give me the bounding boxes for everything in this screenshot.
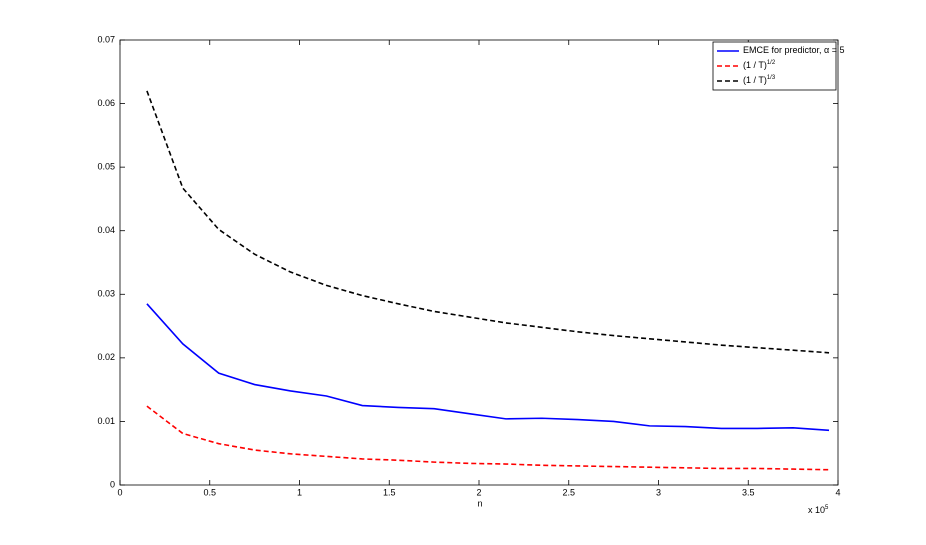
x-tick-label: 0.5 bbox=[203, 487, 216, 497]
legend-name: (1 / T) bbox=[743, 60, 767, 70]
x-multiplier-base: x 10 bbox=[808, 505, 825, 515]
plot-frame bbox=[119, 39, 839, 486]
x-tick-label: 2 bbox=[476, 487, 481, 497]
legend-label: (1 / T)1/3 bbox=[743, 75, 776, 86]
x-tick-label: 3.5 bbox=[742, 487, 755, 497]
y-tick-label: 0.06 bbox=[97, 98, 115, 108]
legend-name: (1 / T) bbox=[743, 75, 767, 85]
legend-superscript: 1/3 bbox=[767, 75, 776, 81]
y-tick-label: 0.05 bbox=[97, 162, 115, 172]
legend-label: (1 / T)1/2 bbox=[743, 60, 776, 71]
legend-label: EMCE for predictor, α = 5 bbox=[743, 45, 845, 55]
series-line bbox=[146, 405, 830, 471]
x-multiplier: x 105 bbox=[808, 505, 829, 516]
series-line bbox=[146, 90, 830, 354]
y-tick-label: 0.03 bbox=[97, 289, 115, 299]
x-tick-label: 3 bbox=[656, 487, 661, 497]
y-tick-label: 0 bbox=[110, 479, 115, 489]
y-tick-label: 0.04 bbox=[97, 225, 115, 235]
legend-name: EMCE for predictor, α = 5 bbox=[743, 45, 845, 55]
series-line bbox=[146, 303, 830, 432]
y-tick-label: 0.01 bbox=[97, 416, 115, 426]
x-axis-label: n bbox=[477, 498, 482, 508]
x-multiplier-exponent: 5 bbox=[825, 505, 829, 511]
x-tick-label: 4 bbox=[835, 487, 840, 497]
y-tick-label: 0.02 bbox=[97, 352, 115, 362]
x-tick-label: 2.5 bbox=[562, 487, 575, 497]
y-tick-label: 0.07 bbox=[97, 34, 115, 44]
x-tick-label: 1.5 bbox=[383, 487, 396, 497]
x-tick-label: 1 bbox=[297, 487, 302, 497]
x-tick-label: 0 bbox=[117, 487, 122, 497]
legend: EMCE for predictor, α = 5(1 / T)1/2(1 / … bbox=[712, 41, 845, 91]
legend-superscript: 1/2 bbox=[767, 60, 776, 66]
